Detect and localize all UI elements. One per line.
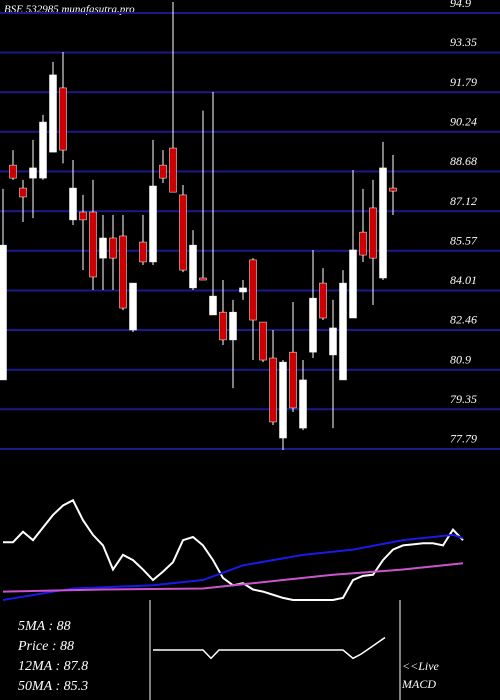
candle-body — [29, 167, 37, 179]
candle-body — [79, 211, 87, 221]
candle-body — [159, 164, 167, 179]
y-tick-label: 91.79 — [450, 75, 477, 89]
candle-body — [339, 282, 347, 381]
y-tick-label: 77.79 — [450, 432, 477, 446]
stat-label: 50MA : 85.3 — [18, 679, 88, 694]
candle-body — [189, 244, 197, 289]
y-tick-label: 84.01 — [450, 273, 477, 287]
candle-body — [289, 351, 297, 409]
candle-body — [349, 249, 357, 319]
candle-body — [129, 282, 137, 331]
candle-body — [319, 282, 327, 319]
candle-body — [329, 327, 337, 356]
candle-body — [199, 277, 207, 281]
y-tick-label: 87.12 — [450, 194, 477, 208]
candle-body — [169, 147, 177, 193]
candle-body — [139, 241, 147, 263]
candle-body — [209, 295, 217, 316]
y-tick-label: 90.24 — [450, 114, 477, 128]
y-tick-label: 93.35 — [450, 35, 477, 49]
candle-body — [309, 297, 317, 353]
candle-body — [59, 87, 67, 151]
candle-body — [119, 235, 127, 309]
candle-body — [179, 194, 187, 271]
y-tick-label: 79.35 — [450, 392, 477, 406]
live-label: <<Live — [402, 659, 440, 673]
candle-body — [19, 187, 27, 198]
candle-body — [239, 287, 247, 293]
candle-body — [9, 164, 17, 179]
candle-body — [149, 185, 157, 263]
y-tick-label: 82.46 — [450, 313, 477, 327]
stat-label: 5MA : 88 — [18, 619, 71, 634]
stat-label: 12MA : 87.8 — [18, 659, 88, 674]
indicator-line — [2, 533, 464, 601]
candle-body — [369, 207, 377, 259]
candle-body — [249, 259, 257, 321]
candle-body — [259, 321, 267, 361]
y-tick-label: 88.68 — [450, 154, 477, 168]
candle-body — [39, 121, 47, 179]
candle-body — [219, 311, 227, 341]
candle-body — [379, 167, 387, 279]
macd-label: MACD — [401, 677, 436, 691]
candle-body — [229, 311, 237, 341]
candle-body — [69, 187, 77, 221]
y-tick-label: 85.57 — [450, 233, 478, 247]
indicator-line — [2, 562, 464, 593]
y-tick-label: 94.9 — [450, 0, 471, 10]
candle-body — [89, 211, 97, 278]
candle-body — [279, 361, 287, 439]
candle-body — [269, 357, 277, 423]
candle-body — [0, 244, 7, 381]
y-tick-label: 80.9 — [450, 352, 471, 366]
stat-label: Price : 88 — [17, 639, 74, 654]
candle-body — [389, 187, 397, 192]
candle-body — [359, 231, 367, 256]
macd-line — [153, 636, 386, 660]
candle-body — [99, 237, 107, 259]
candle-body — [299, 379, 307, 429]
candle-body — [109, 237, 117, 259]
candle-body — [49, 74, 57, 153]
